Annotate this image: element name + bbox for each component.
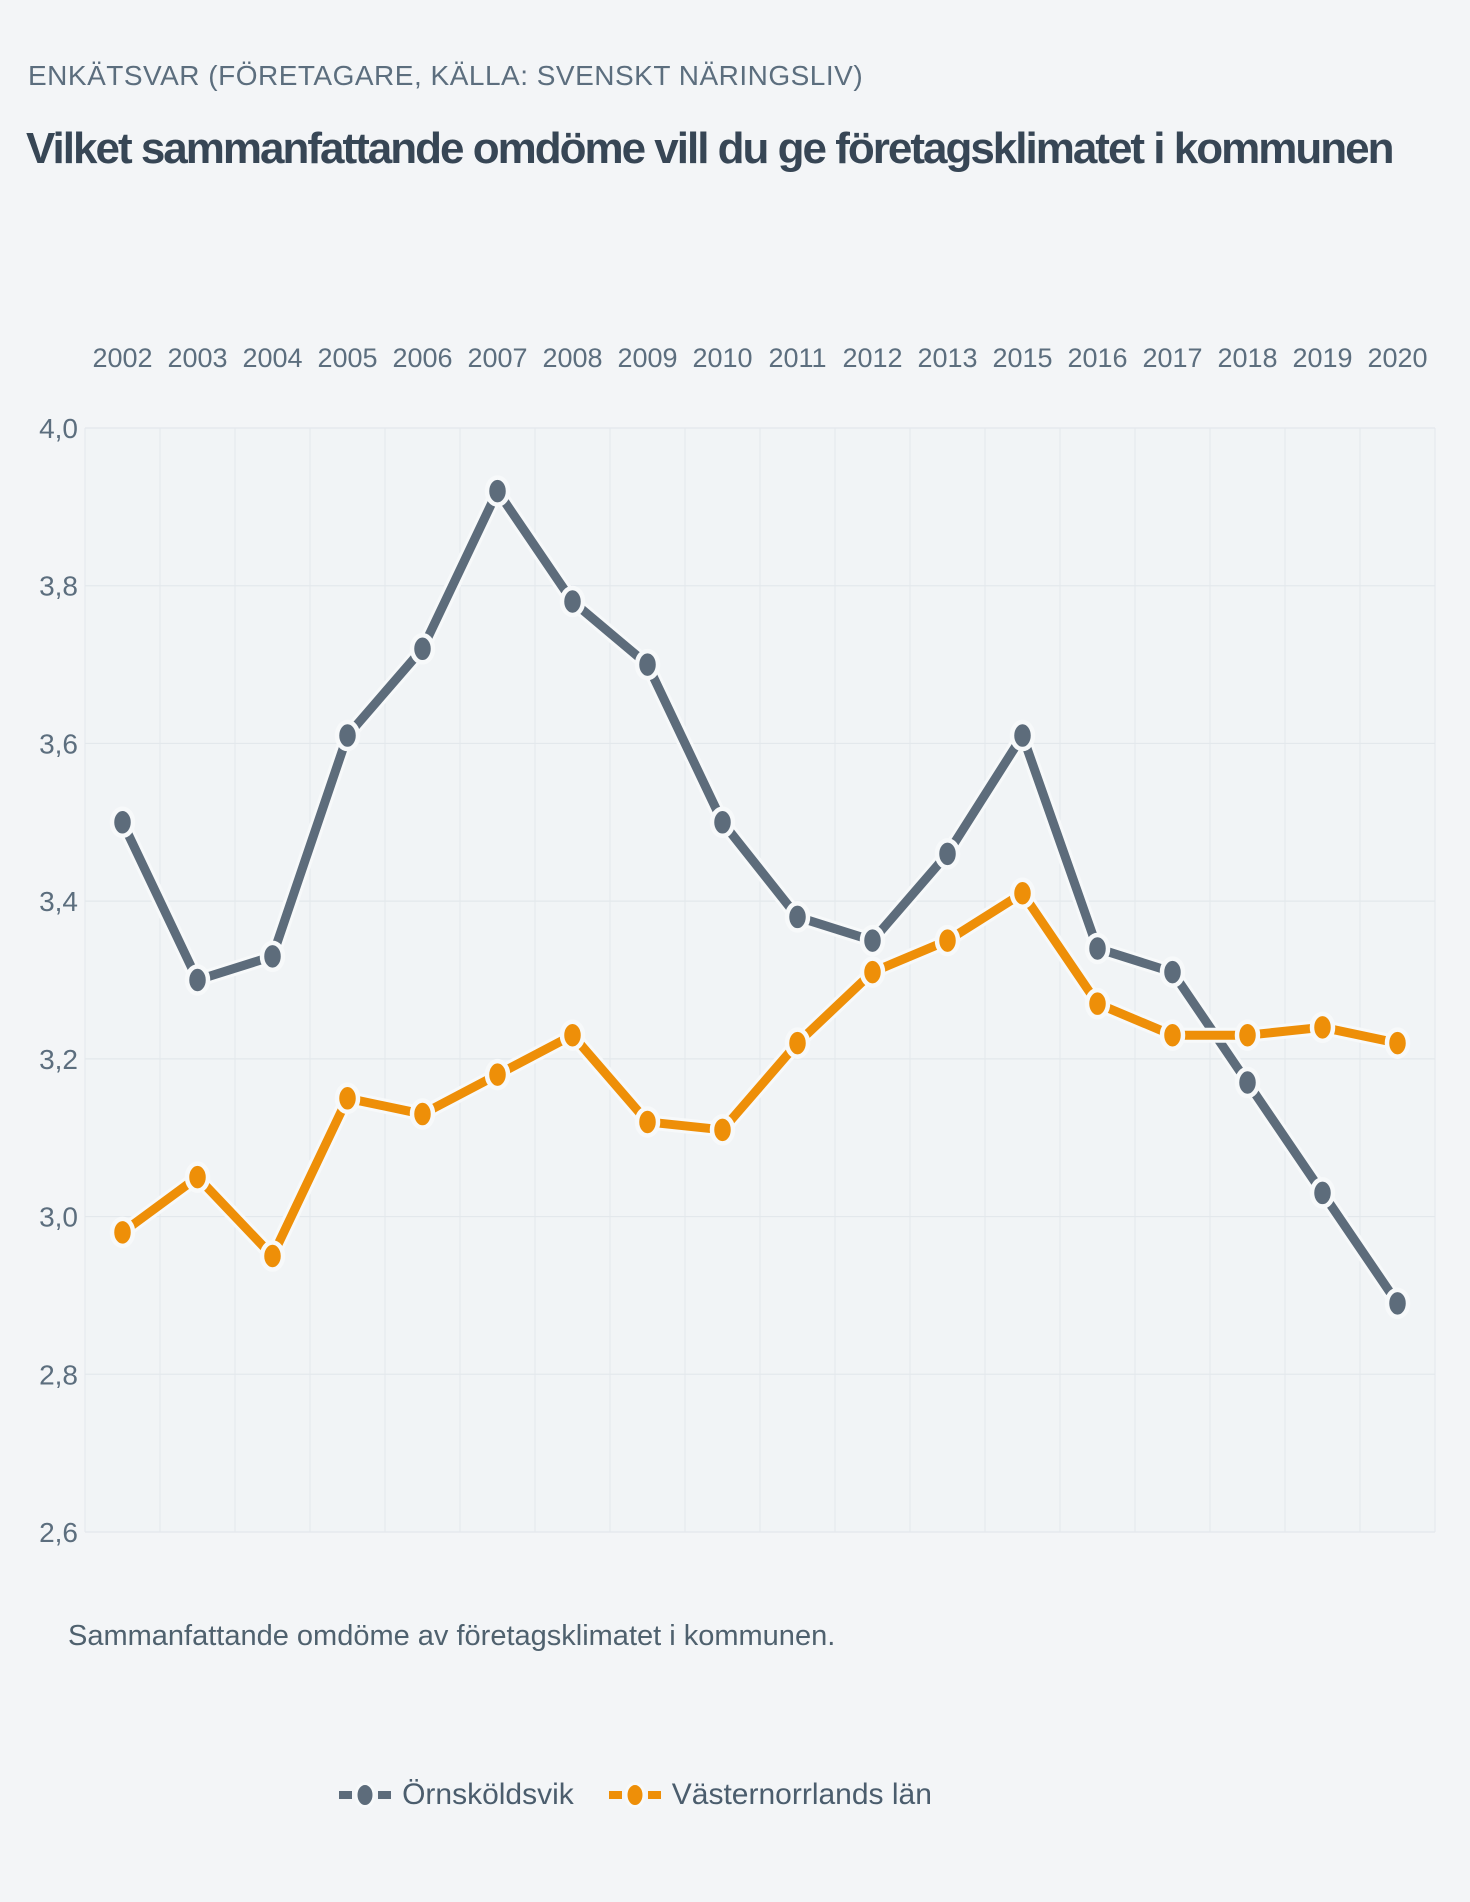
legend-dot (354, 1782, 376, 1808)
line-chart: 4,0 3,8 3,6 3,4 3,2 3,0 2,8 2,6 2002 2003 2004 2005… (39, 343, 1436, 1548)
data-point-v-sternorrlands-l-n-2019 (1309, 1011, 1336, 1044)
series-line-0 (118, 486, 1402, 1308)
x-axis-year-label: 2020 (1367, 343, 1427, 373)
data-point--rnsk-ldsvik-2019 (1309, 1177, 1336, 1209)
y-axis-tick-label: 2,6 (39, 1517, 78, 1548)
y-axis-tick-label: 2,8 (39, 1359, 78, 1390)
chart-legend: Örnsköldsvik Västernorrlands län (0, 1778, 1470, 1812)
x-axis-year-label: 2004 (242, 343, 302, 373)
x-axis-year-label: 2013 (917, 343, 977, 373)
x-axis-year-label: 2008 (542, 343, 602, 373)
data-point--rnsk-ldsvik-2009 (634, 648, 661, 681)
x-axis-year-label: 2003 (167, 343, 227, 373)
data-point--rnsk-ldsvik-2010 (709, 806, 736, 839)
y-axis-tick-label: 3,2 (39, 1044, 78, 1075)
data-point-v-sternorrlands-l-n-2005 (334, 1082, 361, 1115)
data-point-v-sternorrlands-l-n-2020 (1384, 1027, 1411, 1059)
data-point--rnsk-ldsvik-2017 (1159, 956, 1186, 988)
x-axis-year-label: 2007 (467, 343, 527, 373)
legend-label: Örnsköldsvik (402, 1778, 574, 1811)
x-axis-year-label: 2016 (1067, 343, 1127, 373)
legend-item-1[interactable]: Västernorrlands län (608, 1778, 932, 1812)
legend-label: Västernorrlands län (671, 1778, 932, 1811)
data-point--rnsk-ldsvik-2003 (184, 964, 211, 996)
data-point--rnsk-ldsvik-2012 (859, 924, 886, 957)
data-point-v-sternorrlands-l-n-2012 (859, 956, 886, 988)
data-point--rnsk-ldsvik-2007 (484, 475, 511, 507)
data-point-v-sternorrlands-l-n-2016 (1084, 987, 1111, 1020)
x-axis-year-label: 2002 (92, 343, 152, 373)
data-point--rnsk-ldsvik-2005 (334, 719, 361, 752)
data-point-v-sternorrlands-l-n-2008 (559, 1019, 586, 1051)
y-axis-tick-label: 3,4 (39, 886, 78, 917)
data-point-v-sternorrlands-l-n-2009 (634, 1106, 661, 1138)
x-axis-year-label: 2019 (1292, 343, 1352, 373)
data-point-v-sternorrlands-l-n-2018 (1234, 1019, 1261, 1051)
x-axis-year-label: 2015 (992, 343, 1052, 373)
data-point--rnsk-ldsvik-2013 (934, 838, 961, 870)
y-axis-tick-label: 4,0 (39, 413, 78, 444)
data-point-v-sternorrlands-l-n-2010 (709, 1114, 736, 1146)
data-point-v-sternorrlands-l-n-2013 (934, 924, 961, 957)
chart-caption: Sammanfattande omdöme av företagsklimate… (68, 1620, 836, 1652)
y-axis-tick-label: 3,8 (39, 571, 78, 602)
x-axis-year-label: 2006 (392, 343, 452, 373)
chart-eyebrow: ENKÄTSVAR (FÖRETAGARE, KÄLLA: SVENSKT NÄ… (28, 60, 864, 91)
data-point--rnsk-ldsvik-2004 (259, 940, 286, 973)
data-point-v-sternorrlands-l-n-2007 (484, 1058, 511, 1091)
data-point--rnsk-ldsvik-2006 (409, 633, 436, 665)
x-axis-year-label: 2011 (768, 343, 826, 373)
data-point-v-sternorrlands-l-n-2003 (184, 1161, 211, 1193)
legend-marker-icon (339, 1782, 392, 1808)
data-point-v-sternorrlands-l-n-2004 (259, 1240, 286, 1272)
data-point--rnsk-ldsvik-2018 (1234, 1066, 1261, 1099)
y-axis-tick-label: 3,6 (39, 728, 78, 759)
data-point--rnsk-ldsvik-2020 (1384, 1287, 1411, 1320)
data-point-v-sternorrlands-l-n-2002 (109, 1216, 136, 1249)
data-point-v-sternorrlands-l-n-2017 (1159, 1019, 1186, 1051)
data-point-v-sternorrlands-l-n-2015 (1009, 877, 1036, 910)
data-point--rnsk-ldsvik-2002 (109, 806, 136, 839)
x-axis-year-label: 2017 (1142, 343, 1202, 373)
legend-item-0[interactable]: Örnsköldsvik (338, 1778, 574, 1812)
data-point--rnsk-ldsvik-2016 (1084, 932, 1111, 965)
legend-marker-icon (608, 1782, 661, 1808)
x-axis-year-label: 2018 (1217, 343, 1277, 373)
y-axis-tick-label: 3,0 (39, 1202, 78, 1233)
data-point--rnsk-ldsvik-2015 (1009, 719, 1036, 752)
x-axis-year-label: 2005 (317, 343, 377, 373)
data-point-v-sternorrlands-l-n-2006 (409, 1098, 436, 1130)
legend-dot (624, 1782, 646, 1808)
x-axis-year-label: 2012 (842, 343, 902, 373)
data-point--rnsk-ldsvik-2008 (559, 585, 586, 618)
data-point-v-sternorrlands-l-n-2011 (784, 1027, 811, 1059)
data-point--rnsk-ldsvik-2011 (784, 901, 811, 933)
page-title: Vilket sammanfattande omdöme vill du ge … (26, 124, 1394, 173)
x-axis-year-label: 2010 (692, 343, 752, 373)
x-axis-year-label: 2009 (617, 343, 677, 373)
